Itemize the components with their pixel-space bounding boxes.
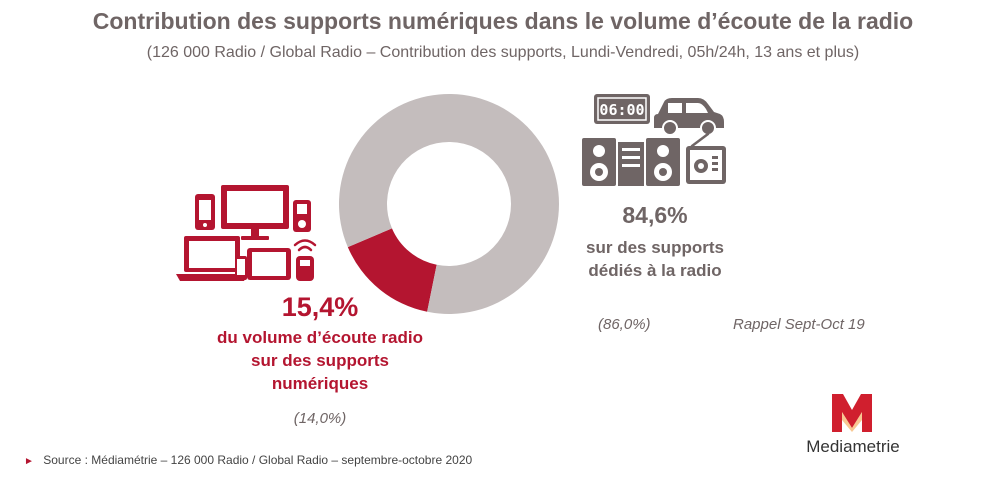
- digital-previous-value: (14,0%): [293, 410, 347, 427]
- donut-chart: [339, 94, 559, 314]
- digital-desc-line-3: numériques: [271, 374, 369, 393]
- dedicated-share-description: sur des supports dédiés à la radio: [545, 236, 765, 282]
- chart-subtitle: (126 000 Radio / Global Radio – Contribu…: [146, 44, 860, 61]
- digital-share-description: du volume d’écoute radio sur des support…: [170, 326, 470, 395]
- source-note: ► Source : Médiamétrie – 126 000 Radio /…: [24, 453, 624, 467]
- source-text: Source : Médiamétrie – 126 000 Radio / G…: [43, 453, 473, 467]
- portable-radio-icon: [686, 132, 726, 184]
- mediametrie-logo-icon: [832, 394, 872, 432]
- recall-label: Rappel Sept-Oct 19: [733, 316, 865, 333]
- digital-desc-line-2: sur des supports: [251, 351, 389, 370]
- dedicated-desc-line-1: sur des supports: [586, 238, 724, 257]
- chart-title: Contribution des supports numériques dan…: [92, 8, 914, 34]
- dedicated-previous-value: (86,0%): [598, 316, 651, 333]
- hifi-stereo-icon: [582, 138, 680, 186]
- radio-devices-icon: 06:00: [582, 94, 726, 186]
- dedicated-desc-line-2: dédiés à la radio: [588, 261, 722, 280]
- donut-slice-dedicated: [339, 94, 559, 314]
- clock-display: 06:00: [599, 101, 644, 119]
- dedicated-share-value: 84,6%: [622, 202, 688, 228]
- brand-name: Mediametrie: [806, 437, 900, 456]
- digital-desc-line-1: du volume d’écoute radio: [217, 328, 423, 347]
- digital-share-value: 15,4%: [281, 292, 359, 322]
- donut-slice-digital: [347, 228, 437, 312]
- source-bullet-icon: ►: [24, 456, 34, 467]
- digital-devices-icon: [176, 185, 317, 281]
